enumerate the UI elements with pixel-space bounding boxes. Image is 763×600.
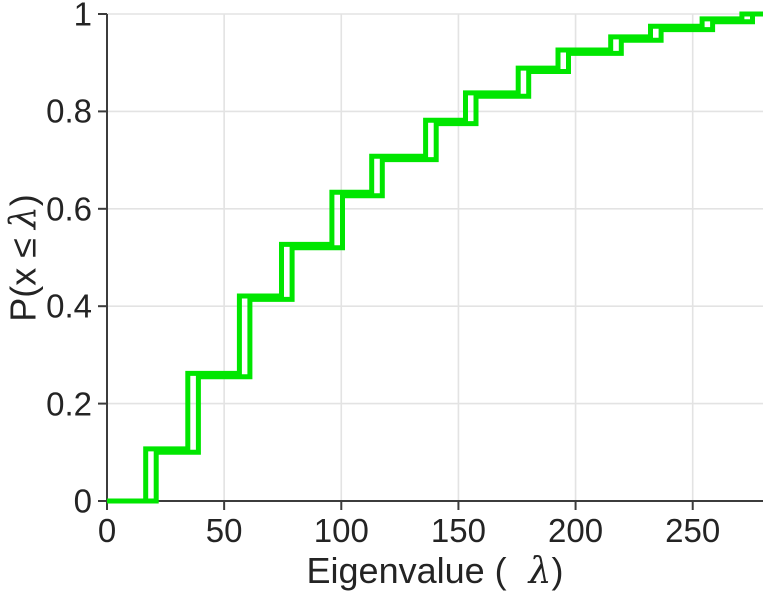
x-tick-label: 150: [430, 512, 486, 549]
x-tick-label: 0: [97, 512, 117, 549]
ecdf-trailing-curve: [107, 11, 763, 504]
x-tick-label: 100: [313, 512, 369, 549]
lambda-symbol: λ: [528, 551, 552, 592]
x-axis-label-text: Eigenvalue (: [306, 550, 507, 591]
leq-symbol: ≤: [2, 238, 44, 258]
x-axis-label: Eigenvalue ( λ): [307, 553, 564, 590]
y-tick-label: 0.4: [46, 287, 92, 325]
x-tick-label: 50: [205, 512, 243, 549]
y-tick-label: 0.8: [46, 92, 92, 130]
y-tick-label: 1: [73, 0, 92, 33]
y-tick-label: 0.2: [46, 385, 92, 423]
x-tick-label: 200: [548, 512, 604, 549]
x-axis-label-close: ): [551, 550, 564, 591]
ecdf-leading-curve: [107, 11, 763, 504]
y-tick-label: 0.6: [46, 190, 92, 228]
y-tick-label: 0: [73, 482, 92, 520]
x-tick-label: 250: [665, 512, 721, 549]
